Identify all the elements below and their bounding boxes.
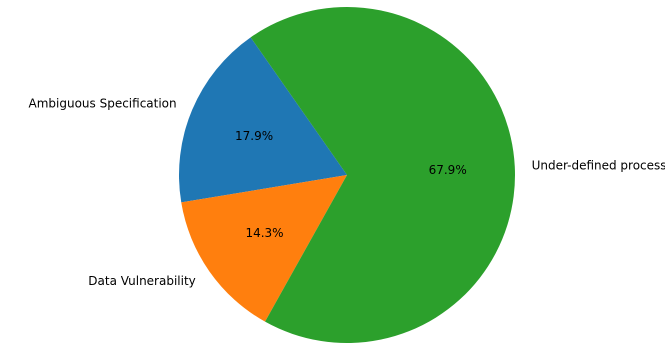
pie-slices	[179, 7, 515, 343]
pie-category-label-under-defined-process: Under-defined process	[532, 159, 665, 173]
pie-pct-label-ambiguous-specification: 17.9%	[235, 129, 273, 143]
pie-slice-ambiguous-specification	[179, 37, 347, 203]
pie-category-label-ambiguous-specification: Ambiguous Specification	[29, 96, 177, 110]
pie-category-label-data-vulnerability: Data Vulnerability	[88, 274, 196, 288]
pie-pct-label-data-vulnerability: 14.3%	[245, 226, 283, 240]
pie-labels: 17.9% Ambiguous Specification 14.3% Data Vu…	[29, 96, 665, 288]
pie-slice-data-vulnerability	[181, 175, 347, 322]
pie-pct-label-under-defined-process: 67.9%	[429, 163, 467, 177]
pie-slice-under-defined-process	[250, 7, 515, 343]
